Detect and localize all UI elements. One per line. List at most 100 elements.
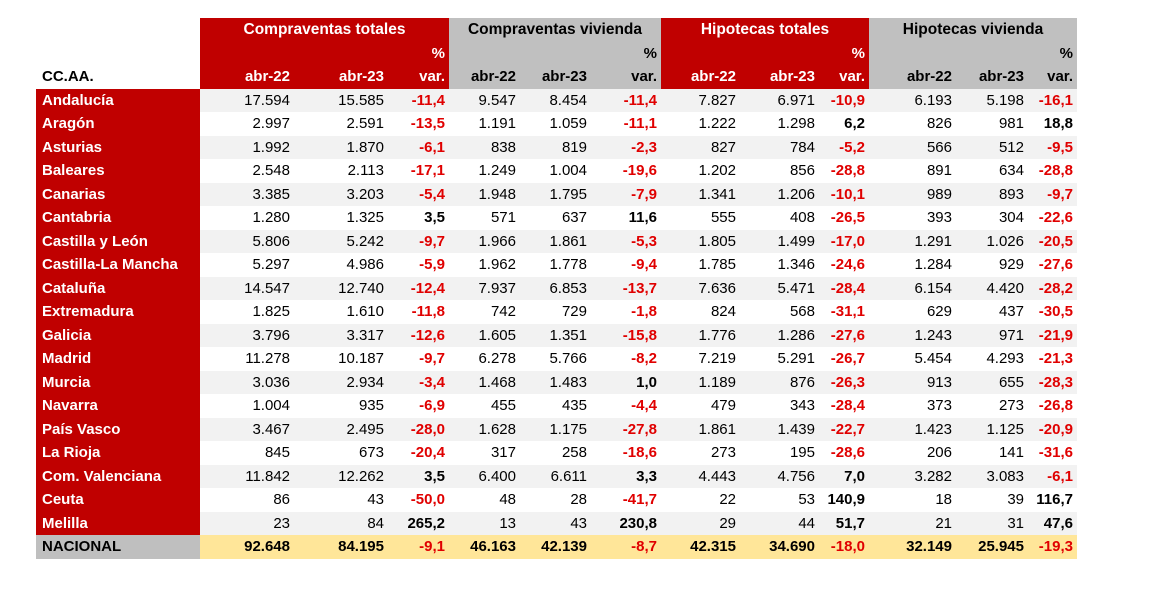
group-title-compraventas-vivienda: Compraventas vivienda: [449, 18, 661, 42]
value-cell: 11.842: [200, 464, 294, 488]
value-cell: 6.611: [520, 464, 591, 488]
value-cell: 1.189: [661, 370, 740, 394]
value-cell: 4.986: [294, 253, 388, 277]
value-cell: 929: [956, 253, 1028, 277]
variation-cell: -10,1: [819, 182, 869, 206]
table-row: Ceuta 86 43 -50,0 48 28 -41,7 22 53 140,9 18 39 116,…: [36, 488, 1077, 512]
value-cell: 2.997: [200, 112, 294, 136]
value-cell: 729: [520, 300, 591, 324]
value-cell: 3.796: [200, 323, 294, 347]
variation-cell: -20,4: [388, 441, 449, 465]
value-cell: 28: [520, 488, 591, 512]
value-cell: 1.346: [740, 253, 819, 277]
table-header: Compraventas totales Compraventas vivien…: [36, 18, 1077, 89]
col-abr22: abr-22: [449, 65, 520, 89]
value-cell: 1.291: [869, 229, 956, 253]
value-cell: 258: [520, 441, 591, 465]
value-cell: 14.547: [200, 276, 294, 300]
table-row: Andalucía 17.594 15.585 -11,4 9.547 8.454 -11,…: [36, 88, 1077, 112]
value-cell: 1.825: [200, 300, 294, 324]
variation-cell: 3,3: [591, 464, 661, 488]
variation-cell: 51,7: [819, 511, 869, 535]
variation-cell: -22,7: [819, 417, 869, 441]
value-cell: 784: [740, 135, 819, 159]
value-cell: 824: [661, 300, 740, 324]
col-var: var.: [1028, 65, 1077, 89]
variation-cell: -31,6: [1028, 441, 1077, 465]
value-cell: 32.149: [869, 535, 956, 559]
value-cell: 5.291: [740, 347, 819, 371]
col-var: var.: [591, 65, 661, 89]
variation-cell: -24,6: [819, 253, 869, 277]
region-name: Com. Valenciana: [36, 464, 200, 488]
variation-cell: -17,1: [388, 159, 449, 183]
value-cell: 568: [740, 300, 819, 324]
variation-cell: -9,5: [1028, 135, 1077, 159]
value-cell: 31: [956, 511, 1028, 535]
header-row-columns: CC.AA. abr-22 abr-23 var. abr-22 abr-23 …: [36, 65, 1077, 89]
value-cell: 43: [520, 511, 591, 535]
value-cell: 1.499: [740, 229, 819, 253]
variation-cell: 3,5: [388, 464, 449, 488]
variation-cell: -26,3: [819, 370, 869, 394]
col-abr22: abr-22: [200, 65, 294, 89]
table-row: Cataluña 14.547 12.740 -12,4 7.937 6.853 -13,7…: [36, 276, 1077, 300]
variation-cell: 7,0: [819, 464, 869, 488]
value-cell: 3.317: [294, 323, 388, 347]
table-row: Asturias 1.992 1.870 -6,1 838 819 -2,3 827 784 -5…: [36, 135, 1077, 159]
variation-cell: 1,0: [591, 370, 661, 394]
table-row: Cantabria 1.280 1.325 3,5 571 637 11,6 555 408 -2…: [36, 206, 1077, 230]
pct-label: %: [819, 41, 869, 65]
value-cell: 6.853: [520, 276, 591, 300]
value-cell: 989: [869, 182, 956, 206]
pct-label: %: [388, 41, 449, 65]
value-cell: 12.740: [294, 276, 388, 300]
value-cell: 826: [869, 112, 956, 136]
value-cell: 935: [294, 394, 388, 418]
pct-label: %: [591, 41, 661, 65]
variation-cell: -13,7: [591, 276, 661, 300]
table-row: Galicia 3.796 3.317 -12,6 1.605 1.351 -15,8 1.7…: [36, 323, 1077, 347]
value-cell: 343: [740, 394, 819, 418]
value-cell: 206: [869, 441, 956, 465]
variation-cell: -5,4: [388, 182, 449, 206]
variation-cell: -19,6: [591, 159, 661, 183]
variation-cell: -9,7: [388, 347, 449, 371]
value-cell: 317: [449, 441, 520, 465]
value-cell: 6.278: [449, 347, 520, 371]
value-cell: 2.934: [294, 370, 388, 394]
variation-cell: -26,8: [1028, 394, 1077, 418]
value-cell: 11.278: [200, 347, 294, 371]
value-cell: 18: [869, 488, 956, 512]
variation-cell: -28,3: [1028, 370, 1077, 394]
value-cell: 25.945: [956, 535, 1028, 559]
value-cell: 1.325: [294, 206, 388, 230]
value-cell: 3.083: [956, 464, 1028, 488]
value-cell: 17.594: [200, 88, 294, 112]
region-name: Asturias: [36, 135, 200, 159]
region-name: Navarra: [36, 394, 200, 418]
value-cell: 5.766: [520, 347, 591, 371]
value-cell: 53: [740, 488, 819, 512]
value-cell: 629: [869, 300, 956, 324]
col-abr23: abr-23: [520, 65, 591, 89]
value-cell: 15.585: [294, 88, 388, 112]
value-cell: 1.286: [740, 323, 819, 347]
table-row: Navarra 1.004 935 -6,9 455 435 -4,4 479 343 -28,4…: [36, 394, 1077, 418]
variation-cell: -3,4: [388, 370, 449, 394]
variation-cell: -6,9: [388, 394, 449, 418]
value-cell: 34.690: [740, 535, 819, 559]
value-cell: 1.795: [520, 182, 591, 206]
value-cell: 6.400: [449, 464, 520, 488]
table-row: País Vasco 3.467 2.495 -28,0 1.628 1.175 -27,8…: [36, 417, 1077, 441]
value-cell: 1.605: [449, 323, 520, 347]
variation-cell: -12,6: [388, 323, 449, 347]
value-cell: 1.423: [869, 417, 956, 441]
variation-cell: -5,3: [591, 229, 661, 253]
value-cell: 913: [869, 370, 956, 394]
col-var: var.: [819, 65, 869, 89]
value-cell: 5.242: [294, 229, 388, 253]
header-blank: [36, 41, 200, 65]
value-cell: 5.297: [200, 253, 294, 277]
region-name: Canarias: [36, 182, 200, 206]
